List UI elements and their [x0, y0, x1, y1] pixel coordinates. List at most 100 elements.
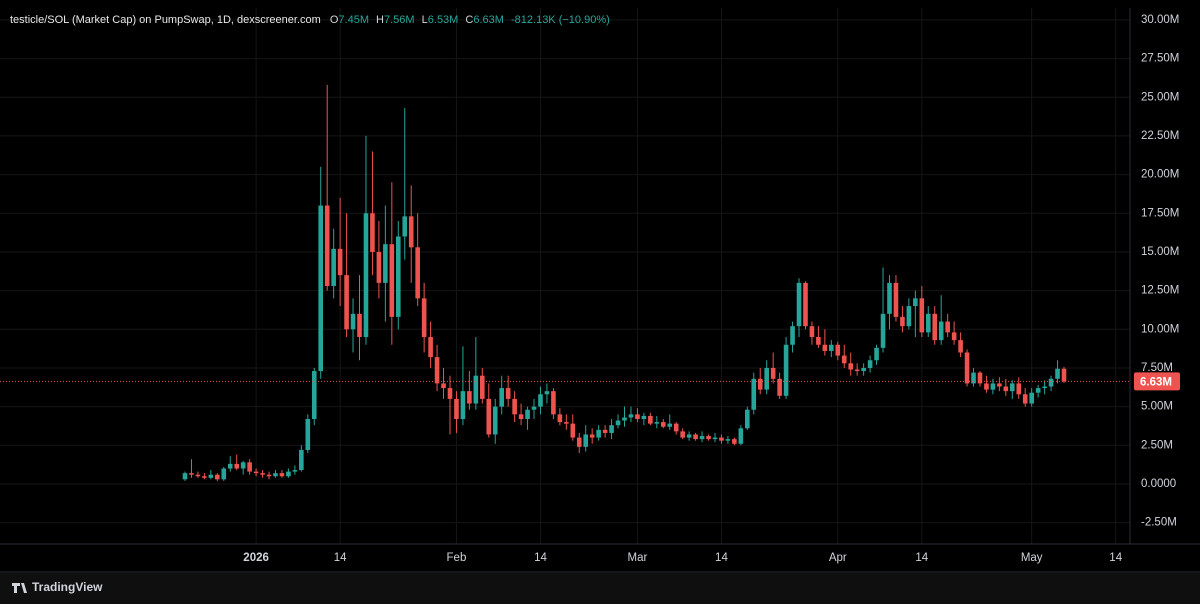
ohlc-value: 6.53M: [427, 14, 459, 26]
x-tick-label: 14: [534, 552, 547, 564]
candle-body: [1055, 368, 1060, 379]
candle-body: [564, 422, 569, 424]
ohlc-key: H: [376, 14, 384, 26]
candle-body: [958, 340, 963, 353]
candle-body: [570, 423, 576, 438]
candle-body: [363, 213, 369, 338]
candle-body: [725, 439, 731, 441]
candle-body: [809, 326, 815, 338]
candle-body: [796, 282, 802, 327]
candle-body: [932, 313, 938, 341]
candle-body: [938, 321, 944, 341]
last-price-tag: [1134, 372, 1180, 391]
x-tick-label: Feb: [447, 552, 467, 564]
candle-body: [706, 436, 711, 440]
candle-body: [337, 248, 343, 276]
candle-body: [234, 463, 240, 469]
candle-body: [887, 282, 892, 314]
y-tick-label: 12.50M: [1141, 285, 1179, 297]
candle-body: [816, 337, 821, 345]
y-tick-label: 10.00M: [1141, 323, 1179, 335]
x-tick-label: Mar: [628, 552, 648, 564]
candle-body: [906, 306, 912, 327]
candle-body: [273, 473, 278, 477]
ohlc-key: C: [465, 14, 474, 26]
candle-body: [266, 474, 272, 477]
candle-body: [253, 471, 259, 474]
x-tick-label: 14: [915, 552, 928, 564]
candle-body: [402, 216, 408, 237]
candle-body: [867, 360, 873, 368]
candle-body: [829, 344, 834, 351]
candle-body: [395, 236, 401, 317]
candle-body: [641, 415, 647, 420]
candle-body: [551, 391, 556, 415]
x-tick-label: May: [1021, 552, 1043, 564]
y-tick-label: 5.00M: [1141, 401, 1173, 413]
candle-body: [1042, 386, 1047, 389]
last-price-label: 6.63M: [1140, 376, 1172, 388]
candle-body: [1048, 378, 1054, 387]
candle-body: [441, 383, 446, 389]
candle-body: [783, 344, 789, 396]
candle-body: [635, 414, 640, 420]
candle-body: [648, 415, 653, 424]
candle-body: [389, 244, 395, 317]
candle-body: [557, 414, 563, 423]
y-tick-label: 15.00M: [1141, 246, 1179, 258]
candle-body: [822, 344, 828, 351]
ohlc-key: L: [421, 14, 428, 26]
footer-bar: [0, 573, 1200, 604]
candle-body: [660, 422, 666, 427]
candle-body: [505, 388, 511, 399]
candle-body: [900, 316, 905, 327]
candle-body: [357, 313, 362, 338]
candle-body: [415, 247, 420, 299]
candle-body: [260, 473, 265, 475]
candle-body: [299, 449, 304, 471]
candle-body: [305, 419, 311, 450]
candle-body: [1022, 394, 1028, 404]
candle-body: [499, 388, 504, 407]
candle-body: [602, 429, 608, 433]
candle-body: [719, 437, 724, 441]
candle-body: [279, 473, 285, 477]
candle-body: [693, 434, 698, 440]
candle-body: [311, 371, 317, 420]
ohlc-value: 6.63M: [473, 14, 504, 26]
candle-body: [654, 422, 660, 424]
candle-body: [215, 474, 220, 480]
candle-body: [324, 205, 330, 286]
x-tick-label: 14: [1109, 552, 1122, 564]
x-tick-label: 2026: [243, 552, 269, 564]
change-value: -812.13K (−10.90%): [511, 14, 610, 26]
ohlc-key: O: [329, 14, 339, 26]
y-tick-label: 25.00M: [1141, 91, 1179, 103]
candle-body: [227, 463, 233, 469]
candle-body: [221, 468, 227, 480]
candle-body: [764, 367, 769, 390]
candle-body: [1009, 383, 1015, 392]
candle-body: [447, 388, 453, 399]
x-tick-label: 14: [715, 552, 728, 564]
y-tick-label: -2.50M: [1141, 517, 1177, 529]
candle-body: [977, 372, 983, 384]
candle-body: [1016, 383, 1022, 395]
candle-body: [622, 417, 627, 421]
candle-body: [383, 244, 388, 283]
candle-body: [971, 372, 976, 384]
candle-body: [195, 474, 201, 477]
candle-body: [538, 394, 543, 407]
candle-body: [202, 476, 207, 478]
x-tick-label: 14: [334, 552, 347, 564]
candle-body: [576, 437, 582, 447]
candle-body: [240, 462, 246, 469]
candle-body: [344, 275, 349, 330]
candle-body: [531, 406, 537, 410]
candle-body: [589, 434, 595, 438]
y-tick-label: 27.50M: [1141, 53, 1179, 65]
ohlc-value: 7.45M: [338, 14, 369, 26]
